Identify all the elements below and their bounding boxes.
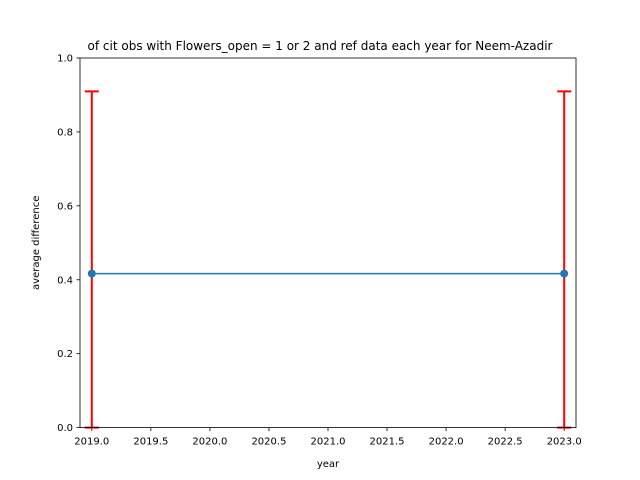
- axes-frame: [79, 57, 577, 429]
- y-tick-label: 0.8: [57, 127, 73, 138]
- y-tick-label: 0.6: [57, 201, 73, 212]
- x-tick-label: 2021.0: [311, 437, 346, 448]
- x-tick-label: 2020.5: [251, 437, 286, 448]
- x-axis-label: year: [317, 459, 340, 470]
- data-point: [87, 269, 96, 278]
- x-tick-label: 2022.0: [429, 437, 464, 448]
- y-tick-label: 0.4: [57, 275, 73, 286]
- x-tick-label: 2019.0: [74, 437, 109, 448]
- chart-title: of cit obs with Flowers_open = 1 or 2 an…: [88, 39, 553, 53]
- data-point: [560, 269, 569, 278]
- x-tick-label: 2020.0: [192, 437, 227, 448]
- y-tick-label: 1.0: [57, 54, 73, 65]
- x-tick-label: 2019.5: [133, 437, 168, 448]
- x-tick-label: 2022.5: [488, 437, 523, 448]
- y-axis-label: average difference: [31, 196, 42, 290]
- y-tick-label: 0.2: [57, 349, 73, 360]
- x-tick-label: 2021.5: [370, 437, 405, 448]
- y-tick-label: 0.0: [57, 423, 73, 434]
- x-tick-label: 2023.0: [547, 437, 582, 448]
